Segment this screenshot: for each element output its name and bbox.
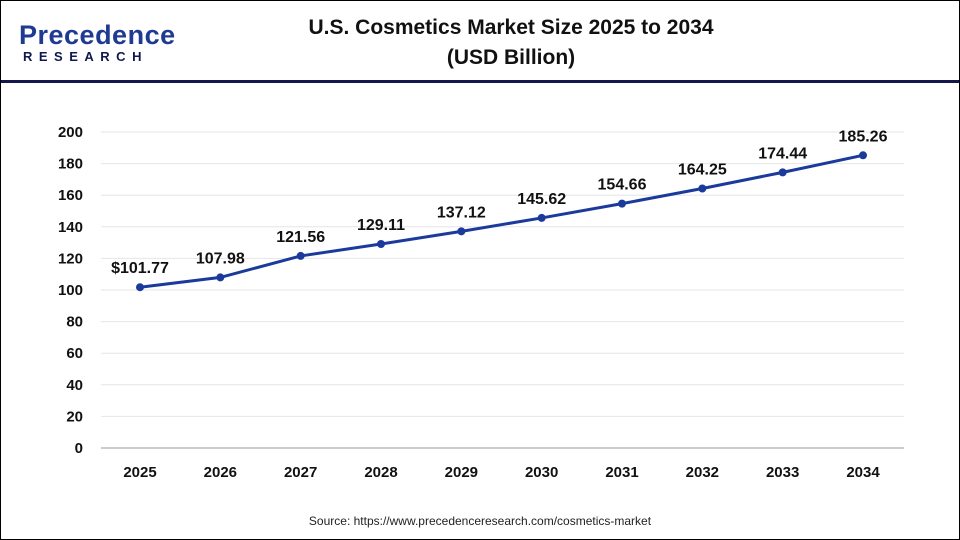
data-point — [296, 251, 305, 260]
x-tick-label: 2034 — [846, 464, 880, 481]
y-tick-label: 20 — [66, 408, 83, 425]
x-tick-label: 2025 — [123, 464, 156, 481]
data-label: 145.62 — [517, 191, 566, 208]
precedence-research-logo: Precedence RESEARCH — [19, 21, 176, 64]
y-tick-label: 60 — [66, 345, 83, 362]
data-point — [537, 213, 546, 222]
y-tick-label: 180 — [58, 156, 83, 173]
data-point — [778, 168, 787, 177]
data-point — [618, 199, 626, 208]
y-tick-label: 40 — [66, 377, 83, 394]
y-tick-label: 160 — [58, 187, 83, 204]
series-line — [139, 153, 864, 289]
data-label: 174.44 — [758, 145, 807, 162]
data-label: 129.11 — [357, 217, 405, 234]
y-tick-label: 80 — [66, 314, 83, 331]
y-tick-label: 140 — [58, 219, 83, 236]
logo-bottom-text: RESEARCH — [23, 49, 148, 64]
source-text: Source: https://www.precedenceresearch.c… — [308, 514, 652, 528]
data-label: 154.66 — [598, 177, 647, 194]
y-tick-label: 120 — [58, 250, 83, 267]
data-point — [457, 227, 466, 236]
data-label: 121.56 — [276, 229, 325, 246]
y-tick-label: 0 — [75, 440, 83, 457]
data-label: 107.98 — [196, 250, 245, 267]
y-tick-label: 100 — [58, 282, 83, 299]
header-divider — [1, 80, 959, 83]
logo-top-text: Precedence — [19, 20, 176, 50]
data-point — [136, 283, 144, 292]
data-label: 164.25 — [678, 161, 727, 178]
x-tick-label: 2028 — [364, 464, 397, 481]
data-point — [216, 273, 225, 282]
x-tick-label: 2030 — [525, 464, 558, 481]
x-tick-label: 2026 — [204, 464, 237, 481]
x-tick-label: 2033 — [766, 464, 799, 481]
x-tick-label: 2029 — [445, 464, 478, 481]
data-point — [859, 151, 867, 160]
data-label: 185.26 — [839, 128, 888, 145]
chart-title: U.S. Cosmetics Market Size 2025 to 2034 … — [201, 13, 821, 73]
data-point — [377, 240, 385, 249]
data-point — [698, 184, 707, 193]
data-label: 137.12 — [437, 204, 486, 221]
title-line-2: (USD Billion) — [446, 46, 576, 69]
x-tick-label: 2027 — [284, 464, 317, 481]
x-tick-label: 2032 — [686, 464, 719, 481]
y-tick-label: 200 — [58, 124, 83, 141]
x-tick-label: 2031 — [605, 464, 638, 481]
data-label: $101.77 — [111, 260, 169, 277]
title-line-1: U.S. Cosmetics Market Size 2025 to 2034 — [308, 16, 714, 39]
